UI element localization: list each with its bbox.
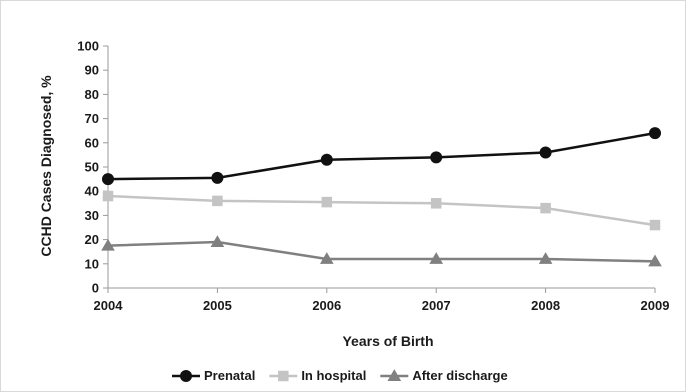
data-point-prenatal <box>211 171 224 184</box>
legend-item-in-hospital: In hospital <box>269 368 366 383</box>
data-point-in-hospital <box>102 190 114 202</box>
legend-label: In hospital <box>301 368 366 383</box>
data-point-in-hospital <box>212 195 223 207</box>
y-tick-label: 60 <box>85 135 99 150</box>
data-point-in-hospital <box>321 196 333 208</box>
legend-swatch-marker <box>278 370 289 382</box>
legend-item-prenatal: Prenatal <box>172 368 255 383</box>
data-point-after-discharge <box>538 252 553 264</box>
y-tick-label: 50 <box>85 160 99 175</box>
y-tick-label: 80 <box>85 87 99 102</box>
x-tick-label: 2004 <box>94 298 124 313</box>
series-layer <box>101 127 662 267</box>
legend-label: Prenatal <box>204 368 255 383</box>
data-point-after-discharge <box>210 235 225 247</box>
x-axis-title: Years of Birth <box>342 333 433 349</box>
y-tick-label: 30 <box>85 208 99 223</box>
legend-label: After discharge <box>412 368 507 383</box>
series-line-in-hospital <box>107 194 656 227</box>
data-point-prenatal <box>539 146 552 159</box>
data-point-after-discharge <box>101 238 115 251</box>
series-prenatal <box>102 127 661 186</box>
x-tick-label: 2008 <box>531 298 560 313</box>
x-tick-label: 2006 <box>312 298 341 313</box>
legend-item-after-discharge: After discharge <box>380 368 508 383</box>
legend-swatch-marker <box>180 370 192 382</box>
legend: Prenatal In hospital After discharge <box>172 368 508 383</box>
y-tick-label: 90 <box>85 63 99 78</box>
data-point-in-hospital <box>430 198 442 209</box>
series-in-hospital <box>102 190 661 231</box>
x-tick-label: 2005 <box>203 298 232 313</box>
series-after-discharge <box>101 235 662 267</box>
y-tick-label: 0 <box>92 281 99 296</box>
x-tick-label: 2007 <box>422 298 451 313</box>
x-tick-labels: 2004 2005 2006 2007 2008 2009 <box>94 288 670 313</box>
y-tick-label: 10 <box>85 256 99 271</box>
data-point-in-hospital <box>540 202 551 214</box>
y-axis-title: CCHD Cases Diagnosed, % <box>38 75 54 257</box>
y-tick-label: 70 <box>85 111 99 126</box>
y-tick-label: 20 <box>85 232 99 247</box>
data-point-prenatal <box>102 173 114 186</box>
data-point-after-discharge <box>319 252 334 264</box>
data-point-prenatal <box>320 153 333 166</box>
data-point-after-discharge <box>648 254 662 267</box>
y-tick-label: 40 <box>85 184 99 199</box>
x-tick-label: 2009 <box>641 298 670 313</box>
data-point-prenatal <box>649 127 661 140</box>
data-point-after-discharge <box>429 252 444 264</box>
y-tick-label: 100 <box>77 39 99 54</box>
legend-swatch-marker <box>387 369 402 381</box>
series-line-prenatal <box>107 131 656 181</box>
y-tick-labels: 0 10 20 30 40 50 60 70 80 90 100 <box>77 39 108 296</box>
data-point-in-hospital <box>649 219 661 231</box>
data-point-prenatal <box>430 151 443 164</box>
series-line-after-discharge <box>107 240 656 263</box>
